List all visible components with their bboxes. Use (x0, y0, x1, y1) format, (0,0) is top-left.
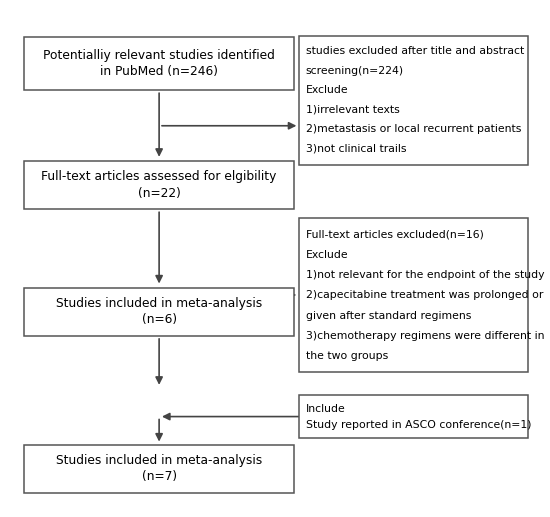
Text: Full-text articles assessed for elgibility: Full-text articles assessed for elgibili… (41, 171, 277, 184)
Text: Exclude: Exclude (306, 85, 348, 96)
Text: Study reported in ASCO conference(n=1): Study reported in ASCO conference(n=1) (306, 420, 531, 430)
Text: studies excluded after title and abstract: studies excluded after title and abstrac… (306, 47, 524, 56)
Text: 2)metastasis or local recurrent patients: 2)metastasis or local recurrent patients (306, 125, 521, 134)
Text: (n=22): (n=22) (138, 187, 180, 200)
Text: 3)not clinical trails: 3)not clinical trails (306, 144, 406, 154)
Text: Studies included in meta-analysis: Studies included in meta-analysis (56, 454, 262, 467)
FancyBboxPatch shape (299, 36, 529, 165)
Text: in PubMed (n=246): in PubMed (n=246) (100, 65, 218, 78)
FancyBboxPatch shape (24, 445, 294, 493)
Text: Studies included in meta-analysis: Studies included in meta-analysis (56, 297, 262, 310)
Text: 2)capecitabine treatment was prolonged or: 2)capecitabine treatment was prolonged o… (306, 290, 543, 300)
FancyBboxPatch shape (24, 287, 294, 336)
FancyBboxPatch shape (299, 218, 529, 372)
FancyBboxPatch shape (299, 396, 529, 438)
Text: 1)irrelevant texts: 1)irrelevant texts (306, 105, 399, 115)
Text: Full-text articles excluded(n=16): Full-text articles excluded(n=16) (306, 229, 483, 239)
Text: 1)not relevant for the endpoint of the study: 1)not relevant for the endpoint of the s… (306, 270, 544, 280)
Text: screening(n=224): screening(n=224) (306, 66, 404, 76)
Text: (n=7): (n=7) (141, 470, 177, 483)
Text: given after standard regimens: given after standard regimens (306, 311, 471, 321)
Text: 3)chemotherapy regimens were different in: 3)chemotherapy regimens were different i… (306, 331, 544, 341)
FancyBboxPatch shape (24, 161, 294, 209)
Text: Potentialliy relevant studies identified: Potentialliy relevant studies identified (43, 49, 275, 62)
Text: the two groups: the two groups (306, 351, 388, 361)
Text: (n=6): (n=6) (141, 313, 177, 326)
Text: Exclude: Exclude (306, 250, 348, 260)
Text: Include: Include (306, 404, 345, 414)
FancyBboxPatch shape (24, 37, 294, 90)
